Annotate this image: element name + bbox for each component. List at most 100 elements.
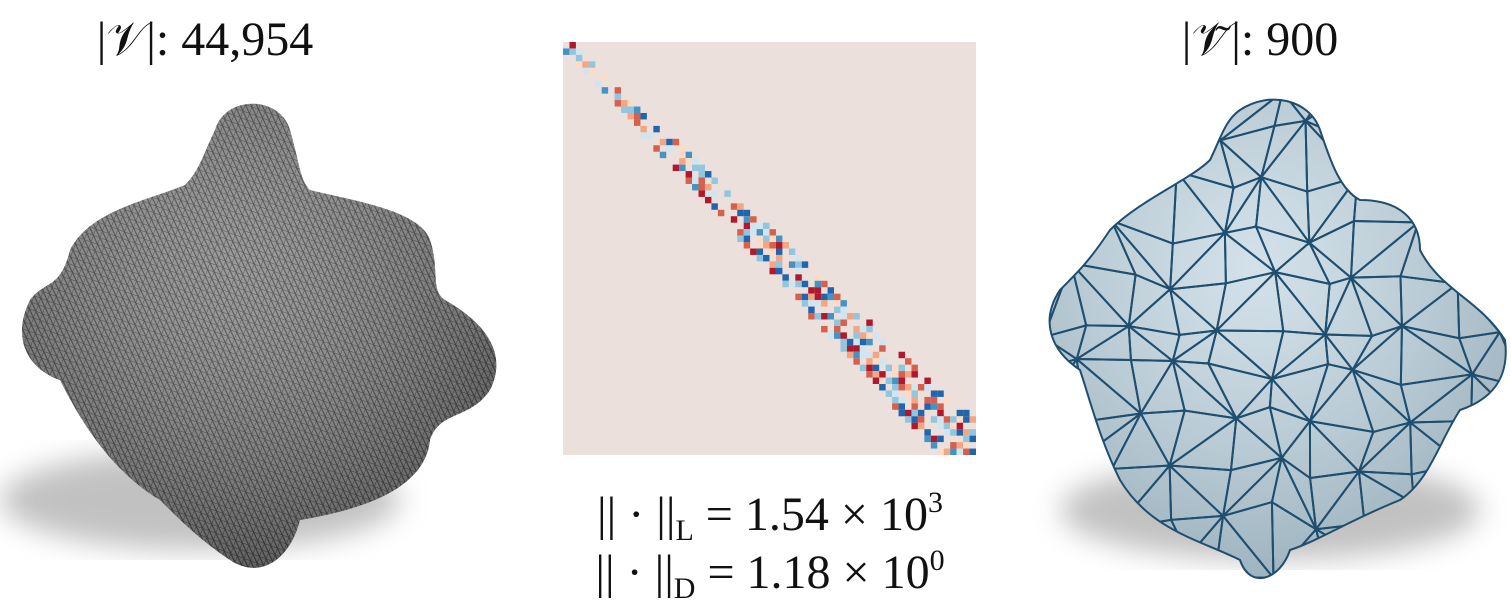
matrix-cell: [847, 352, 853, 358]
matrix-cell: [911, 416, 917, 422]
matrix-cell: [918, 416, 924, 422]
norm-value: = 1.54 × 10: [694, 488, 928, 541]
matrix-cell: [944, 416, 950, 422]
mesh-triangle: [1024, 359, 1076, 412]
matrix-cell: [640, 126, 646, 132]
mesh-triangle: [1358, 143, 1426, 187]
matrix-cell: [737, 229, 743, 235]
matrix-cell: [776, 261, 782, 267]
matrix-cell: [892, 390, 898, 396]
matrix-cell: [873, 332, 879, 338]
matrix-cell: [789, 261, 795, 267]
matrix-cell: [686, 152, 692, 158]
matrix-cell: [815, 274, 821, 280]
matrix-cell: [840, 300, 846, 306]
matrix-cell: [705, 190, 711, 196]
matrix-cell: [944, 449, 950, 455]
matrix-cell: [615, 94, 621, 100]
matrix-cell: [757, 242, 763, 248]
matrix-cell: [563, 48, 569, 54]
matrix-cell: [905, 384, 911, 390]
matrix-cell: [763, 255, 769, 261]
matrix-cell: [931, 416, 937, 422]
matrix-cell: [873, 378, 879, 384]
matrix-cell: [789, 281, 795, 287]
matrix-cell: [634, 119, 640, 125]
matrix-cell: [776, 249, 782, 255]
matrix-cell: [634, 107, 640, 113]
matrix-cell: [950, 449, 956, 455]
matrix-cell: [757, 229, 763, 235]
matrix-cell: [840, 332, 846, 338]
mesh-triangle: [1419, 81, 1474, 144]
mesh-triangle: [1419, 74, 1461, 143]
matrix-cell: [911, 371, 917, 377]
norm-bars: || · ||: [597, 488, 675, 541]
matrix-cell: [576, 48, 582, 54]
matrix-cell: [853, 313, 859, 319]
matrix-cell: [821, 326, 827, 332]
matrix-cell: [970, 449, 976, 455]
matrix-cell: [911, 365, 917, 371]
matrix-cell: [905, 358, 911, 364]
matrix-cell: [944, 423, 950, 429]
matrix-cell: [892, 371, 898, 377]
matrix-cell: [699, 190, 705, 196]
mesh-triangle: [1131, 556, 1189, 606]
mesh-triangle: [1327, 558, 1364, 604]
matrix-cell: [899, 397, 905, 403]
matrix-cell: [873, 365, 879, 371]
matrix-cell: [866, 371, 872, 377]
matrix-cell: [828, 332, 834, 338]
mesh-triangle: [1066, 559, 1134, 606]
matrix-cell: [750, 249, 756, 255]
matrix-cell: [711, 178, 717, 184]
matrix-cell: [770, 268, 776, 274]
matrix-cell: [924, 384, 930, 390]
matrix-cell: [853, 326, 859, 332]
matrix-cell: [963, 429, 969, 435]
matrix-cell: [750, 216, 756, 222]
matrix-cell: [750, 229, 756, 235]
matrix-cell: [815, 313, 821, 319]
mesh-triangle: [1188, 556, 1231, 606]
matrix-cell: [840, 345, 846, 351]
matrix-cell: [944, 397, 950, 403]
mesh-triangle: [1469, 169, 1511, 239]
matrix-cell: [892, 384, 898, 390]
vertex-count-label: |𝒱̃|: 900: [1182, 13, 1339, 66]
mesh-triangle: [1015, 181, 1085, 236]
matrix-cell: [815, 294, 821, 300]
mesh-triangle: [1026, 556, 1066, 606]
matrix-cell: [963, 416, 969, 422]
matrix-cell: [963, 442, 969, 448]
matrix-cell: [686, 158, 692, 164]
matrix-cell: [602, 74, 608, 80]
mesh-triangle: [1032, 77, 1074, 119]
matrix-cell: [782, 274, 788, 280]
matrix-cell: [873, 371, 879, 377]
matrix-cell: [763, 242, 769, 248]
matrix-cell: [731, 203, 737, 209]
matrix-cell: [802, 294, 808, 300]
matrix-cell: [860, 365, 866, 371]
mesh-triangle: [1461, 81, 1511, 144]
matrix-cell: [776, 268, 782, 274]
matrix-cell: [763, 223, 769, 229]
matrix-cell: [905, 371, 911, 377]
matrix-cell: [737, 236, 743, 242]
matrix-cell: [873, 358, 879, 364]
matrix-cell: [795, 261, 801, 267]
matrix-cell: [957, 449, 963, 455]
matrix-cell: [911, 397, 917, 403]
matrix-cell: [711, 190, 717, 196]
matrix-cell: [808, 294, 814, 300]
matrix-cell: [937, 449, 943, 455]
mesh-triangle: [1075, 181, 1112, 220]
matrix-cell: [866, 339, 872, 345]
matrix-cell: [602, 87, 608, 93]
mesh-triangle: [1032, 563, 1066, 606]
matrix-cell: [679, 165, 685, 171]
matrix-cell: [776, 236, 782, 242]
matrix-cell: [776, 242, 782, 248]
